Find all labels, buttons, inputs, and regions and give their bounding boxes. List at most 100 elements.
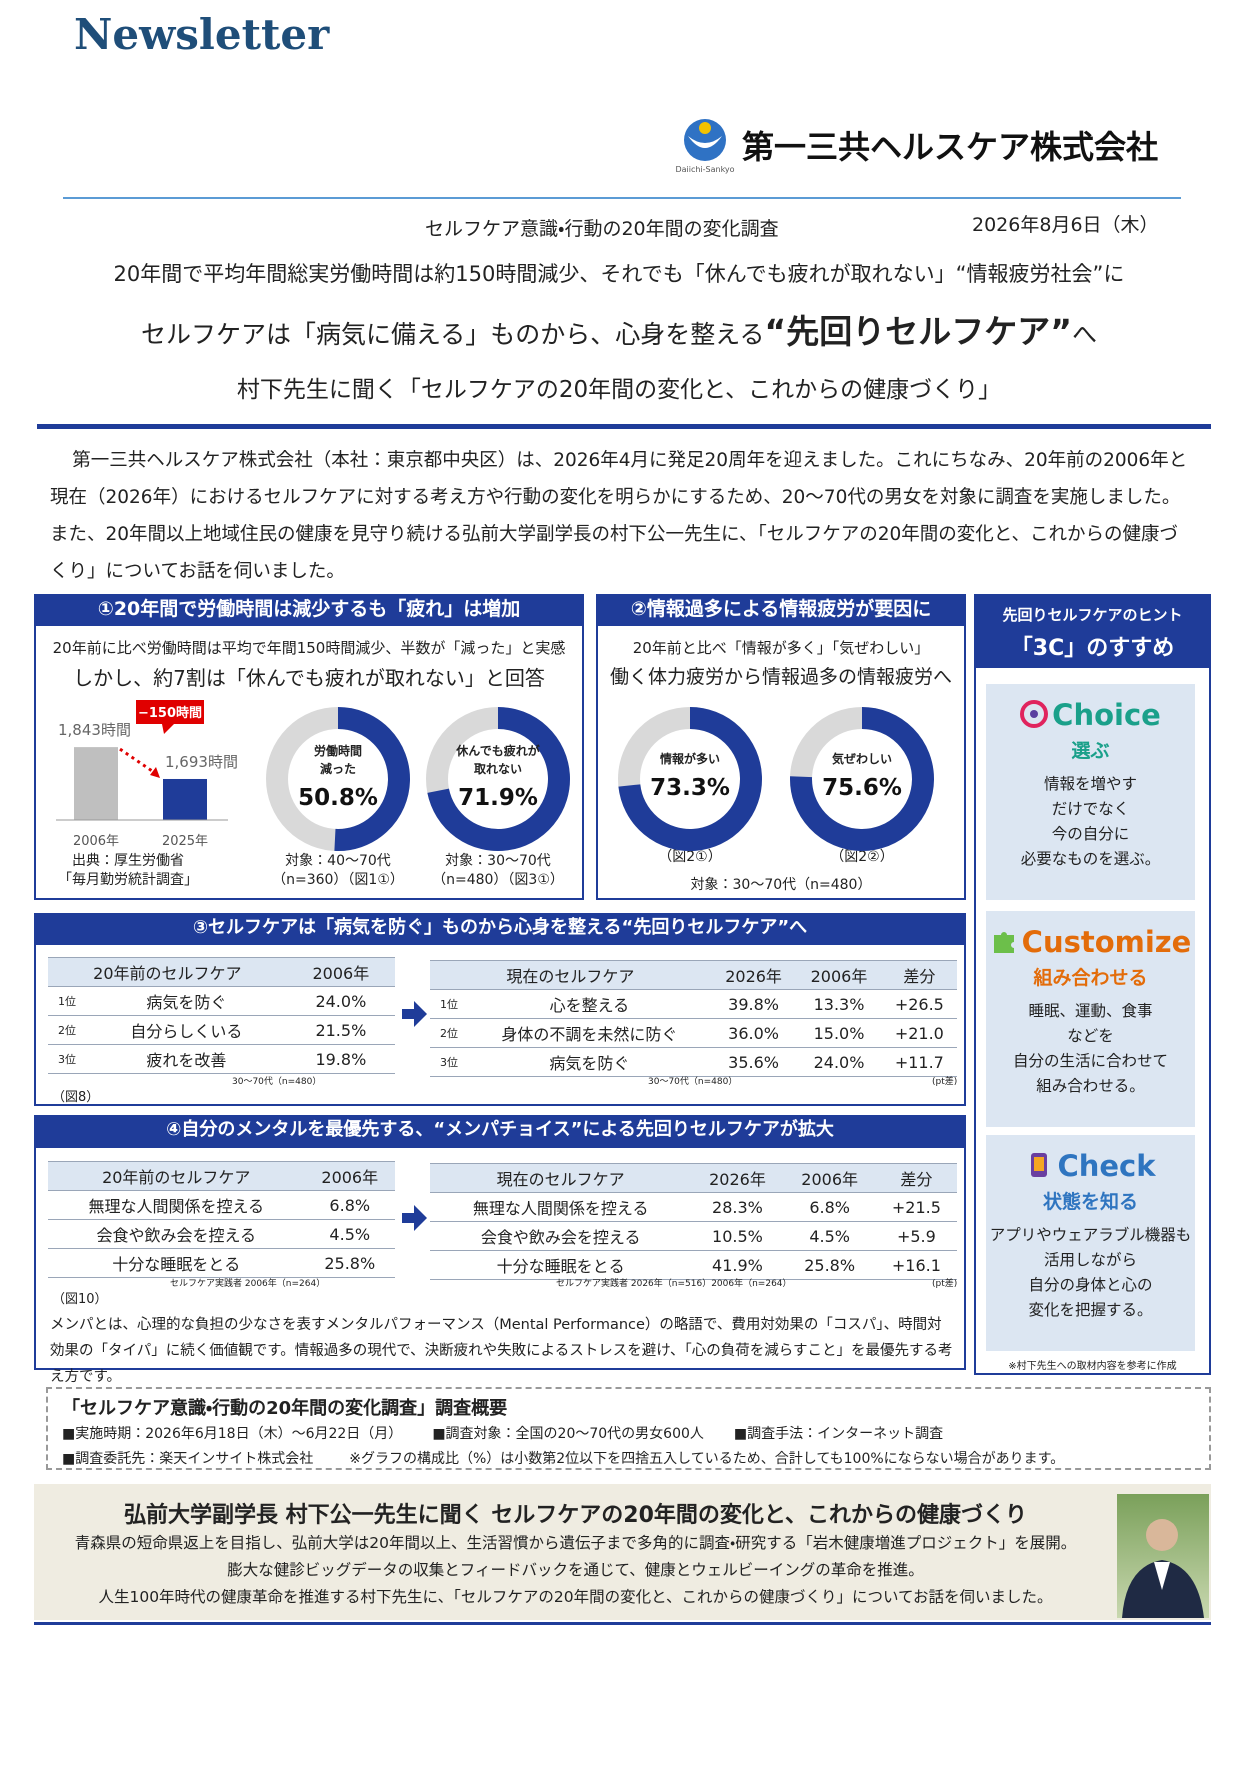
survey-box [46, 1387, 1211, 1470]
figure-label: （図8） [52, 1090, 100, 1105]
chart-source: 出典：厚生労働省 [72, 853, 184, 869]
table-cell: 15.0% [796, 1018, 882, 1048]
table-row: 1位 病気を防ぐ 24.0% [48, 986, 395, 1016]
table-cell: 心を整える [468, 989, 711, 1019]
hint-text: 今の自分に [1051, 825, 1130, 843]
table-header-cell: 2006年 [796, 960, 882, 990]
table-header-cell: 2006年 [286, 957, 395, 987]
table-cell: 25.8% [304, 1248, 395, 1278]
hint-heading: Check [986, 1149, 1195, 1183]
table-cell: 35.6% [710, 1047, 797, 1077]
hint-text: 必要なものを選ぶ。 [1020, 850, 1161, 868]
data-table: 現在のセルフケア 2026年 2006年 差分 無理な人間関係を控える 28.3% 6.8%… [430, 1163, 957, 1280]
hint-heading: Customize [986, 925, 1195, 959]
table-cell: 10.5% [691, 1221, 784, 1251]
hints-title: 先回りセルフケアのヒント [1002, 606, 1183, 624]
panel-title: ③セルフケアは「病気を防ぐ」ものから心身を整える“先回りセルフケア”へ [34, 913, 966, 945]
table-row: 会食や飲み会を控える 10.5% 4.5% +5.9 [430, 1221, 957, 1251]
panel-lead: 20年前に比べ労働時間は平均で年間150時間減少、半数が「減った」と実感 [52, 639, 566, 657]
sample-note: 30～70代（n=480） [648, 1077, 738, 1087]
hints-subtitle: 「3C」のすすめ [1010, 636, 1175, 661]
donut-caption: 対象：30～70代 [445, 853, 551, 869]
table-body: 20年前のセルフケア 2006年 無理な人間関係を控える 6.8% 会食や飲み会を控える… [48, 1161, 395, 1278]
hints-footnote: ※村下先生への取材内容を参考に作成 [1008, 1361, 1177, 1372]
hint-card [986, 1135, 1195, 1351]
table-header-row: 20年前のセルフケア 2006年 [48, 1161, 395, 1191]
hint-text: 自分の身体と心の [1028, 1276, 1153, 1294]
table-cell: 41.9% [691, 1250, 784, 1280]
table-cell: 4.5% [304, 1219, 395, 1249]
table-cell: 十分な睡眠をとる [48, 1248, 305, 1278]
hint-text: 変化を把握する。 [1028, 1301, 1153, 1319]
donut-caption: （n=360）（図1①） [272, 872, 404, 888]
table-cell: 無理な人間関係を控える [430, 1192, 692, 1222]
headline-sub: 村下先生に聞く「セルフケアの20年間の変化と、これからの健康づくり」 [236, 377, 1002, 403]
logo-text: Daiichi-Sankyo [675, 165, 734, 174]
table-cell: 十分な睡眠をとる [430, 1250, 692, 1280]
logo-mark [684, 119, 726, 161]
table-cell: 会食や飲み会を控える [430, 1221, 692, 1251]
survey-item: ■調査委託先：楽天インサイト株式会社 [62, 1451, 314, 1467]
table-row: 無理な人間関係を控える 6.8% [48, 1190, 395, 1220]
hint-icon [1031, 1153, 1048, 1177]
icon-screen [1034, 1157, 1045, 1171]
hint-icon [993, 932, 1014, 953]
unit-note: (pt差) [932, 1077, 958, 1087]
table-row: 十分な睡眠をとる 41.9% 25.8% +16.1 [430, 1250, 957, 1280]
table-cell: 28.3% [691, 1192, 784, 1222]
table-cell: 21.5% [286, 1015, 395, 1045]
logo-swoosh [688, 136, 722, 148]
data-table: 現在のセルフケア 2026年 2006年 差分 1位 心を整える 39.8% 13.3% +26… [430, 960, 957, 1077]
hint-keyword: Customize [1021, 925, 1192, 959]
interview-text: 青森県の短命県返上を目指し、弘前大学は20年間以上、生活習慣から遺伝子まで多角的… [74, 1534, 1077, 1552]
donut-caption: （図2①） [658, 849, 722, 865]
table-cell: 疲れを改善 [86, 1044, 287, 1074]
table-header-cell: 現在のセルフケア [430, 960, 711, 990]
table-cell: 1位 [48, 986, 86, 1016]
hint-text: 自分の生活に合わせて [1012, 1052, 1168, 1070]
table-cell: 4.5% [783, 1221, 876, 1251]
survey-line: ■調査委託先：楽天インサイト株式会社 ※グラフの構成比（%）は小数第2位以下を四捨… [62, 1448, 1064, 1468]
table-header-cell: 2026年 [691, 1163, 784, 1193]
chart-source: 「毎月勤労統計調査」 [58, 872, 198, 888]
hint-text: アプリやウェアラブル機器も [989, 1226, 1192, 1244]
table-header-cell: 現在のセルフケア [430, 1163, 692, 1193]
survey-item: ■実施時期：2026年6月18日（木）～6月22日（月） [62, 1426, 403, 1442]
figure-label: （図10） [52, 1292, 108, 1307]
hint-icon [1020, 700, 1049, 728]
sample-note: 対象：30～70代（n=480） [690, 877, 872, 893]
table-cell: 6.8% [304, 1190, 395, 1220]
hint-text: 活用しながら [1043, 1251, 1137, 1269]
table-row: 十分な睡眠をとる 25.8% [48, 1248, 395, 1278]
hint-card [986, 684, 1195, 900]
table-body: 20年前のセルフケア 2006年 1位 病気を防ぐ 24.0% 2位 自分らしくいる 21.5… [48, 957, 395, 1074]
hint-text: だけでなく [1051, 800, 1130, 818]
table-cell: +16.1 [875, 1250, 957, 1280]
headline-emphasis: “先回りセルフケア” [764, 312, 1072, 351]
interview-text: 膨大な健診ビッグデータの収集とフィードバックを通じて、健康とウェルビーイングの革… [227, 1561, 924, 1579]
sample-note: セルフケア実践者 2026年（n=516）2006年（n=264） [556, 1279, 792, 1289]
sample-note: 30～70代（n=480） [232, 1077, 322, 1087]
table-cell: 39.8% [710, 989, 797, 1019]
table-cell: 病気を防ぐ [86, 986, 287, 1016]
report-date: 2026年8月6日（木） [972, 214, 1159, 236]
table-cell: 13.3% [796, 989, 882, 1019]
table-cell: 3位 [430, 1047, 468, 1077]
panel-title: ②情報過多による情報疲労が要因に [596, 594, 966, 626]
table-cell: 6.8% [783, 1192, 876, 1222]
panel-description: メンパとは、心理的な負担の少なさを表すメンタルパフォーマンス（Mental Pe… [50, 1317, 953, 1385]
headline: 20年間で平均年間総実労働時間は約150時間減少、それでも「休んでも疲れが取れな… [113, 262, 1125, 286]
headline-main-end: へ [1071, 320, 1097, 349]
table-cell: +5.9 [875, 1221, 957, 1251]
panel-title: ①20年間で労働時間は減少するも「疲れ」は増加 [34, 594, 584, 626]
table-cell: +26.5 [881, 989, 957, 1019]
table-row: 1位 心を整える 39.8% 13.3% +26.5 [430, 989, 957, 1019]
table-cell: 24.0% [796, 1047, 882, 1077]
table-cell: 25.8% [783, 1250, 876, 1280]
headline-main: セルフケアは「病気に備える」ものから、心身を整える“先回りセルフケア”へ [0, 305, 1238, 353]
table-header-cell: 2026年 [710, 960, 797, 990]
panel-lead-strong: しかし、約7割は「休んでも疲れが取れない」と回答 [73, 666, 545, 690]
